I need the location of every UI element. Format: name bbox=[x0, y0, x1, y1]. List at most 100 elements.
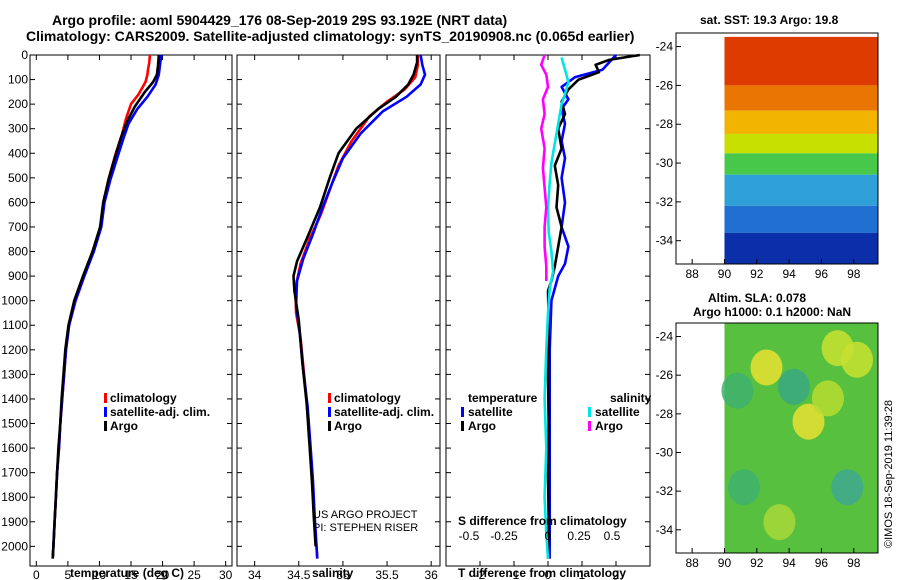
x-tick-label: -1 bbox=[509, 568, 520, 580]
y-tick-label: 0 bbox=[21, 48, 28, 62]
x-tick-label: 34 bbox=[248, 568, 262, 580]
x2-tick-label: 0.5 bbox=[604, 529, 621, 543]
map-x-tick-label: 90 bbox=[718, 267, 732, 281]
x-axis-label: salinity bbox=[312, 566, 354, 580]
sst-band bbox=[724, 232, 878, 264]
y-tick-label: 1700 bbox=[1, 466, 28, 480]
map-y-tick-label: -32 bbox=[656, 195, 674, 209]
legend-swatch bbox=[461, 421, 464, 431]
y-tick-label: 1800 bbox=[1, 490, 28, 504]
legend-title-salinity: salinity bbox=[610, 391, 652, 405]
sst-band bbox=[724, 133, 878, 154]
legend-label: climatology bbox=[334, 391, 401, 405]
chart-title-line2: Climatology: CARS2009. Satellite-adjuste… bbox=[26, 28, 635, 44]
y-tick-label: 1500 bbox=[1, 417, 28, 431]
x2-tick-label: 0 bbox=[545, 529, 552, 543]
legend-swatch bbox=[104, 407, 107, 417]
legend-label: satellite-adj. clim. bbox=[334, 405, 434, 419]
legend-label: climatology bbox=[110, 391, 177, 405]
legend-title-temperature: temperature bbox=[468, 391, 538, 405]
map-x-tick-label: 90 bbox=[718, 556, 732, 570]
legend-swatch bbox=[328, 407, 331, 417]
map-border bbox=[675, 322, 879, 554]
y-tick-label: 600 bbox=[8, 195, 28, 209]
map-x-tick-label: 98 bbox=[847, 556, 861, 570]
series-line-t-argo bbox=[546, 53, 641, 559]
x-tick-label: 0 bbox=[33, 568, 40, 580]
sla-blob bbox=[831, 469, 864, 506]
map-y-tick-label: -26 bbox=[656, 368, 674, 382]
map-x-tick-label: 88 bbox=[685, 267, 699, 281]
series-line-argo bbox=[51, 54, 161, 559]
map-y-tick-label: -26 bbox=[656, 78, 674, 92]
legend-label: Argo bbox=[334, 419, 362, 433]
x2-tick-label: -0.5 bbox=[459, 529, 480, 543]
x2-tick-label: 0.25 bbox=[567, 529, 591, 543]
plot-frame-temperature-profile bbox=[29, 54, 233, 567]
series-line-s-argo bbox=[539, 54, 550, 281]
y-tick-label: 1300 bbox=[1, 367, 28, 381]
map-y-tick-label: -34 bbox=[656, 523, 674, 537]
sla-blob bbox=[811, 380, 844, 417]
map-border bbox=[675, 32, 879, 265]
map-x-tick-label: 98 bbox=[847, 267, 861, 281]
map-y-tick-label: -24 bbox=[656, 40, 674, 54]
x-axis-label: T difference from climatology bbox=[458, 566, 626, 580]
map-y-tick-label: -30 bbox=[656, 445, 674, 459]
x-tick-label: 5 bbox=[65, 568, 72, 580]
sla-blob bbox=[792, 403, 825, 440]
plot-frame-salinity-profile bbox=[236, 54, 441, 567]
y-tick-label: 800 bbox=[8, 245, 28, 259]
map-y-tick-label: -32 bbox=[656, 484, 674, 498]
pi-annotation: PI: STEPHEN RISER bbox=[313, 522, 418, 534]
legend-swatch bbox=[104, 393, 107, 403]
x-tick-label: 0 bbox=[545, 568, 552, 580]
sst-band bbox=[724, 85, 878, 111]
series-line-s-satellite bbox=[543, 57, 570, 559]
x-tick-label: 15 bbox=[124, 568, 138, 580]
sst-band bbox=[724, 153, 878, 175]
y-tick-label: 700 bbox=[8, 220, 28, 234]
map-x-tick-label: 94 bbox=[782, 556, 796, 570]
map-y-tick-label: -24 bbox=[656, 330, 674, 344]
project-annotation: US ARGO PROJECT bbox=[313, 509, 418, 521]
legend-label: Argo bbox=[595, 419, 623, 433]
map-x-tick-label: 94 bbox=[782, 267, 796, 281]
y-tick-label: 200 bbox=[8, 97, 28, 111]
y-tick-label: 1000 bbox=[1, 294, 28, 308]
sla-blob bbox=[777, 368, 810, 405]
map-y-tick-label: -34 bbox=[656, 234, 674, 248]
legend-swatch bbox=[104, 421, 107, 431]
x-tick-label: 36 bbox=[424, 568, 438, 580]
y-tick-label: 300 bbox=[8, 122, 28, 136]
y-tick-label: 400 bbox=[8, 146, 28, 160]
x-tick-label: 35.5 bbox=[375, 568, 399, 580]
sla-map-subtitle: Argo h1000: 0.1 h2000: NaN bbox=[693, 305, 851, 319]
x-axis-label: temperature (deg C) bbox=[70, 566, 184, 580]
legend-label: satellite-adj. clim. bbox=[110, 405, 210, 419]
chart-title-line1: Argo profile: aoml 5904429_176 08-Sep-20… bbox=[52, 12, 508, 28]
x2-tick-label: -0.25 bbox=[490, 529, 518, 543]
map-x-tick-label: 92 bbox=[750, 267, 764, 281]
x-tick-label: 1 bbox=[579, 568, 586, 580]
y-tick-label: 1600 bbox=[1, 441, 28, 455]
x-tick-label: 30 bbox=[219, 568, 233, 580]
legend-swatch bbox=[461, 407, 464, 417]
sla-map-title: Altim. SLA: 0.078 bbox=[708, 291, 806, 305]
map-y-tick-label: -28 bbox=[656, 407, 674, 421]
legend-label: Argo bbox=[110, 419, 138, 433]
legend-label: Argo bbox=[468, 419, 496, 433]
x-tick-label: 10 bbox=[93, 568, 107, 580]
sst-band bbox=[724, 205, 878, 233]
y-tick-label: 1900 bbox=[1, 515, 28, 529]
map-field-sst-map bbox=[724, 36, 878, 264]
sla-blob bbox=[763, 504, 796, 541]
legend-label: satellite bbox=[595, 405, 640, 419]
x-tick-label: 34.5 bbox=[287, 568, 311, 580]
map-x-tick-label: 96 bbox=[815, 267, 829, 281]
sla-blob bbox=[727, 469, 760, 506]
x-axis-label-salinity-diff: S difference from climatology bbox=[458, 514, 627, 528]
y-tick-label: 1100 bbox=[2, 318, 28, 332]
y-tick-label: 1200 bbox=[1, 343, 28, 357]
